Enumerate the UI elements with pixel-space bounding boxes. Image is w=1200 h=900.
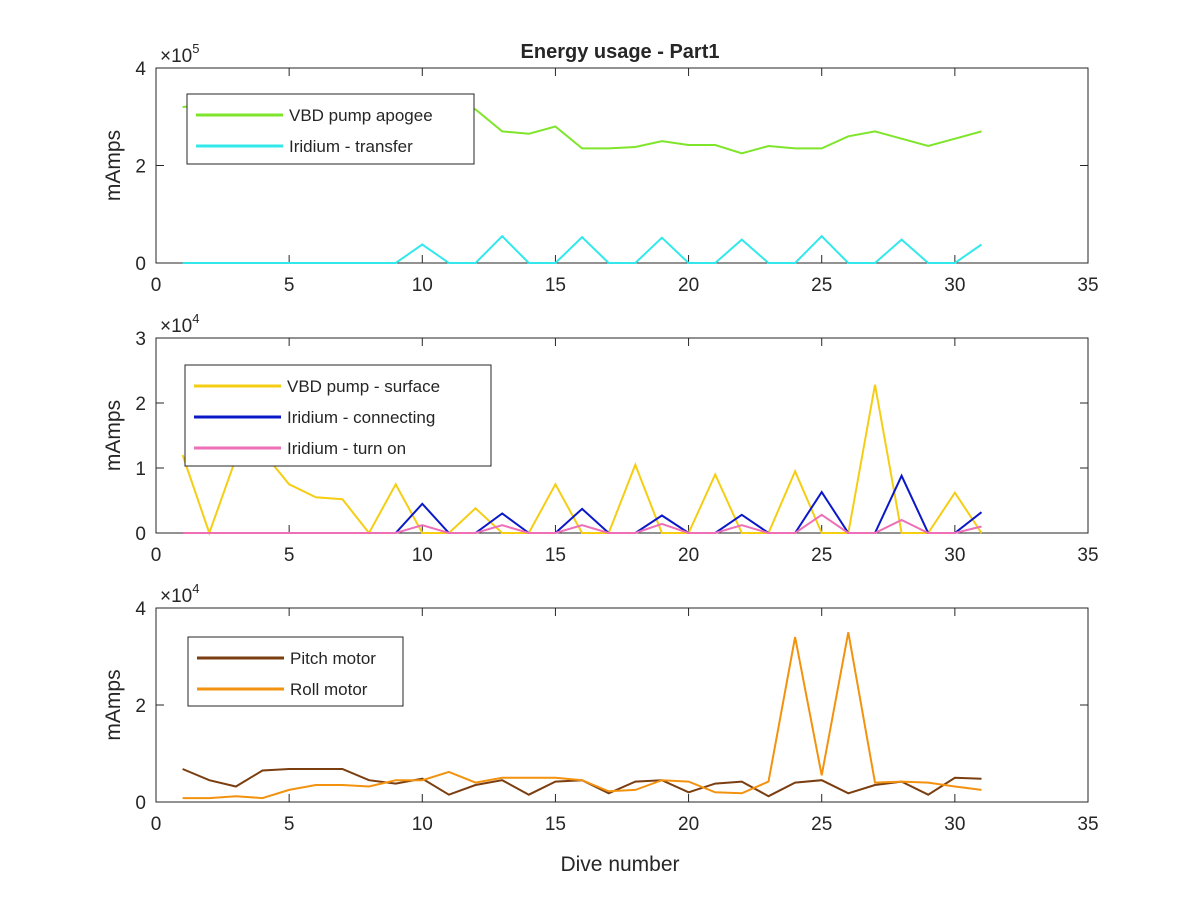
y-tick-label: 0 bbox=[135, 254, 146, 275]
series-line-2 bbox=[182, 234, 983, 264]
y-exponent-label: ×104 bbox=[160, 581, 199, 607]
x-tick-label: 20 bbox=[678, 814, 699, 835]
x-tick-label: 10 bbox=[412, 275, 433, 296]
y-axis-label: mAmps bbox=[102, 130, 125, 201]
x-tick-label: 0 bbox=[151, 814, 162, 835]
legend-entry-label: VBD pump - surface bbox=[287, 377, 440, 396]
x-tick-label: 5 bbox=[284, 814, 295, 835]
x-tick-label: 10 bbox=[412, 545, 433, 566]
y-tick-label: 1 bbox=[135, 459, 146, 480]
x-tick-label: 5 bbox=[284, 275, 295, 296]
y-tick-label: 3 bbox=[135, 329, 146, 350]
y-tick-label: 4 bbox=[135, 599, 146, 620]
legend: Pitch motor Roll motor bbox=[187, 636, 404, 707]
x-tick-label: 10 bbox=[412, 814, 433, 835]
subplot-3: 0 5 10 15 20 25 30 35 0 2 4 ×104 mAmps Pitch motor Rol… bbox=[102, 581, 1099, 835]
y-tick-label: 0 bbox=[135, 524, 146, 545]
x-tick-label: 25 bbox=[811, 814, 832, 835]
subplot-2: 0 5 10 15 20 25 30 35 0 1 2 3 ×104 mAmps VBD pump - su… bbox=[102, 311, 1099, 566]
x-tick-label: 15 bbox=[545, 545, 566, 566]
y-tick-label: 2 bbox=[135, 394, 146, 415]
x-tick-label: 25 bbox=[811, 275, 832, 296]
legend-entry-label: Pitch motor bbox=[290, 649, 376, 668]
x-tick-label: 20 bbox=[678, 275, 699, 296]
subplot-1: 0 5 10 15 20 25 30 35 0 2 4 ×105 mAmps VBD pump apoge… bbox=[102, 41, 1099, 296]
x-tick-label: 5 bbox=[284, 545, 295, 566]
series-line-3 bbox=[182, 513, 982, 534]
legend-box bbox=[187, 636, 404, 707]
x-tick-label: 0 bbox=[151, 275, 162, 296]
x-tick-label: 35 bbox=[1077, 545, 1098, 566]
x-tick-label: 15 bbox=[545, 814, 566, 835]
legend: VBD pump apogee Iridium - transfer bbox=[186, 93, 475, 165]
legend: VBD pump - surface Iridium - connecting Ir… bbox=[184, 364, 492, 467]
legend-box bbox=[186, 93, 475, 165]
legend-entry-label: Roll motor bbox=[290, 680, 368, 699]
y-tick-label: 2 bbox=[135, 696, 146, 717]
x-tick-label: 35 bbox=[1077, 275, 1098, 296]
y-exponent-label: ×105 bbox=[160, 41, 199, 67]
x-tick-label: 25 bbox=[811, 545, 832, 566]
y-tick-label: 2 bbox=[135, 157, 146, 178]
series-line-2 bbox=[182, 632, 982, 800]
x-tick-label: 0 bbox=[151, 545, 162, 566]
x-tick-label: 30 bbox=[944, 814, 965, 835]
y-tick-label: 0 bbox=[135, 793, 146, 814]
x-tick-label: 30 bbox=[944, 545, 965, 566]
legend-entry-label: Iridium - connecting bbox=[287, 408, 435, 427]
chart-title: Energy usage - Part1 bbox=[521, 41, 720, 63]
y-exponent-label: ×104 bbox=[160, 311, 199, 337]
y-tick-label: 4 bbox=[135, 59, 146, 80]
x-axis-label: Dive number bbox=[560, 853, 679, 876]
y-axis-label: mAmps bbox=[102, 669, 125, 740]
legend-entry-label: Iridium - transfer bbox=[289, 137, 413, 156]
legend-entry-label: VBD pump apogee bbox=[289, 106, 433, 125]
legend-entry-label: Iridium - turn on bbox=[287, 439, 406, 458]
x-tick-label: 15 bbox=[545, 275, 566, 296]
y-axis-label: mAmps bbox=[102, 400, 125, 471]
x-tick-label: 35 bbox=[1077, 814, 1098, 835]
x-tick-label: 30 bbox=[944, 275, 965, 296]
x-tick-label: 20 bbox=[678, 545, 699, 566]
